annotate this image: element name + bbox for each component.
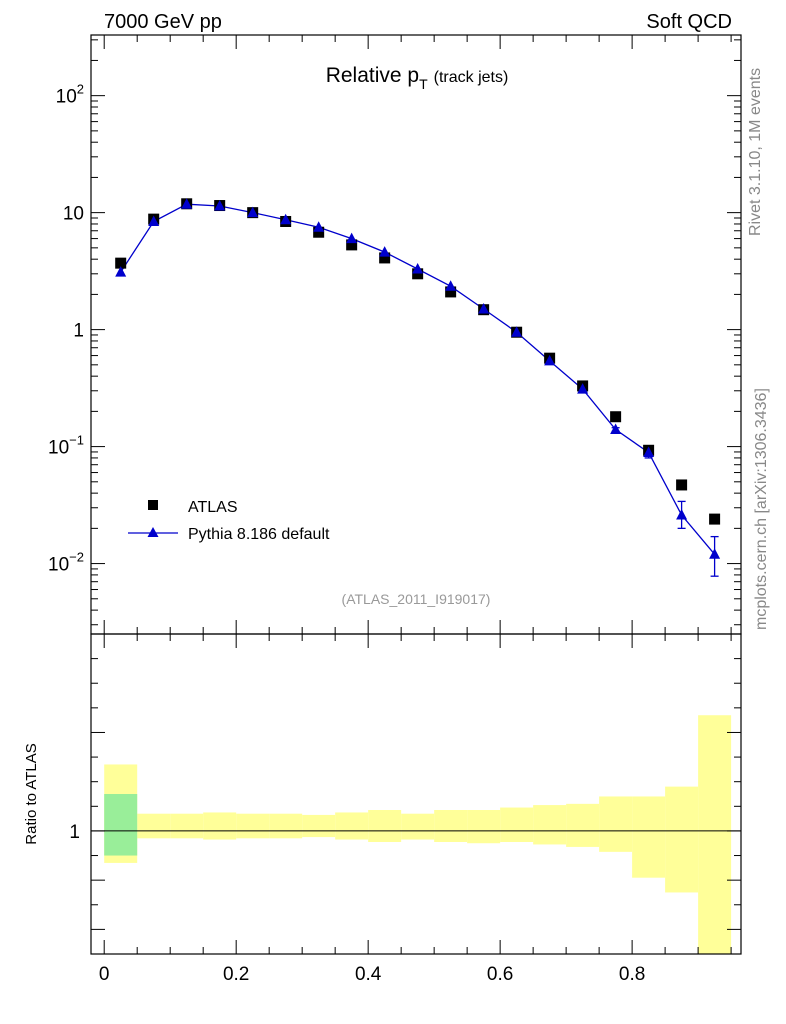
atlas-data-point: [412, 268, 424, 280]
pythia-data-point: [313, 221, 325, 232]
ratio-plot-frame: [90, 633, 742, 955]
pythia-data-point: [544, 354, 556, 366]
atlas-data-point: [379, 252, 391, 264]
collision-label: 7000 GeV pp: [104, 11, 222, 33]
pythia-data-point: [610, 423, 622, 434]
atlas-data-point: [676, 479, 688, 491]
ratio-yellow-band-bin: [401, 813, 435, 840]
pythia-data-point: [676, 509, 688, 520]
ratio-yellow-band-bin: [137, 813, 171, 839]
legend-label-atlas: ATLAS: [188, 499, 238, 516]
pythia-data-point: [577, 383, 589, 394]
ratio-yellow-band-bin: [599, 796, 633, 852]
ratio-x-tick-label: 0.8: [619, 964, 645, 985]
pythia-data-point: [709, 548, 721, 559]
mcplots-reference-label: mcplots.cern.ch [arXiv:1306.3436]: [753, 388, 770, 630]
ratio-green-band-bin: [104, 794, 138, 856]
main-y-tick-label: 10−2: [48, 550, 84, 576]
ratio-yellow-band-bin: [566, 803, 600, 847]
ratio-bands-layer: [104, 715, 732, 954]
atlas-data-point: [445, 286, 457, 298]
ratio-yellow-band-bin: [368, 810, 402, 842]
pythia-data-point: [247, 206, 259, 218]
ratio-yellow-band-bin: [698, 715, 732, 954]
ratio-x-tick-label: 0: [99, 964, 110, 985]
legend-label-pythia: Pythia 8.186 default: [188, 526, 330, 543]
main-plot-panel: 10−2 10−1 1 10 102 Relative pT (track jets) (…: [48, 34, 742, 635]
pythia-data-point: [445, 280, 457, 291]
main-y-tick-label: 1: [73, 321, 84, 342]
ratio-yellow-band-bin: [434, 810, 468, 842]
pythia-data-point: [214, 199, 226, 211]
main-y-tick-label: 10: [63, 204, 84, 225]
ratio-yellow-band-bin: [302, 814, 336, 838]
ratio-x-tick-labels: 0 0.2 0.4 0.6 0.8: [99, 964, 645, 985]
ratio-yellow-band-bin: [500, 807, 534, 842]
main-plot-frame: [90, 34, 742, 635]
ratio-x-tick-label: 0.2: [223, 964, 249, 985]
main-y-tick-labels: 10−2 10−1 1 10 102: [48, 82, 84, 576]
ratio-x-tick-label: 0.4: [355, 964, 382, 985]
pythia-data-point: [181, 198, 193, 209]
pythia-data-point: [379, 246, 391, 257]
pythia-data-point: [511, 326, 523, 337]
pythia-data-point: [643, 446, 655, 458]
pythia-data-point: [115, 266, 127, 277]
ratio-axis-ticks: [91, 634, 741, 954]
ratio-yellow-band-bin: [632, 796, 666, 878]
category-label: Soft QCD: [646, 11, 732, 33]
ratio-y-axis-label: Ratio to ATLAS: [23, 743, 40, 844]
ratio-x-tick-label: 0.6: [487, 964, 513, 985]
atlas-data-point: [709, 513, 721, 525]
legend-marker-atlas: [148, 500, 158, 510]
ratio-plot-panel: 1 0 0.2 0.4 0.6 0.8 Ratio to ATLAS: [23, 633, 742, 985]
ratio-yellow-band-bin: [236, 813, 270, 839]
ratio-yellow-band-bin: [467, 810, 501, 844]
main-axis-ticks: [91, 35, 741, 634]
legend-marker-pythia: [147, 527, 159, 537]
ratio-yellow-band-bin: [170, 813, 204, 839]
ratio-yellow-band-bin: [335, 812, 369, 840]
atlas-data-point: [313, 226, 325, 238]
atlas-data-point: [610, 411, 622, 423]
legend: ATLAS Pythia 8.186 default: [128, 499, 330, 543]
rivet-version-label: Rivet 3.1.10, 1M events: [747, 68, 764, 236]
pythia-data-point: [148, 215, 160, 226]
pythia-data-point: [346, 232, 358, 244]
pythia-data-point: [280, 213, 292, 225]
main-data-layer: [115, 198, 721, 577]
plot-title: Relative pT (track jets): [326, 64, 509, 92]
ratio-yellow-band-bin: [665, 786, 699, 893]
analysis-label: (ATLAS_2011_I919017): [342, 591, 491, 607]
ratio-yellow-band-bin: [203, 812, 237, 840]
ratio-y-tick-label: 1: [69, 822, 80, 843]
atlas-data-point: [115, 257, 127, 269]
atlas-data-point: [346, 239, 358, 251]
main-y-tick-label: 102: [56, 82, 84, 108]
ratio-y-tick-labels: 1: [69, 822, 80, 843]
ratio-yellow-band-bin: [533, 805, 567, 845]
main-y-tick-label: 10−1: [48, 433, 84, 459]
pythia-data-point: [412, 262, 424, 274]
ratio-yellow-band-bin: [269, 813, 303, 839]
pythia-data-point: [478, 303, 490, 314]
